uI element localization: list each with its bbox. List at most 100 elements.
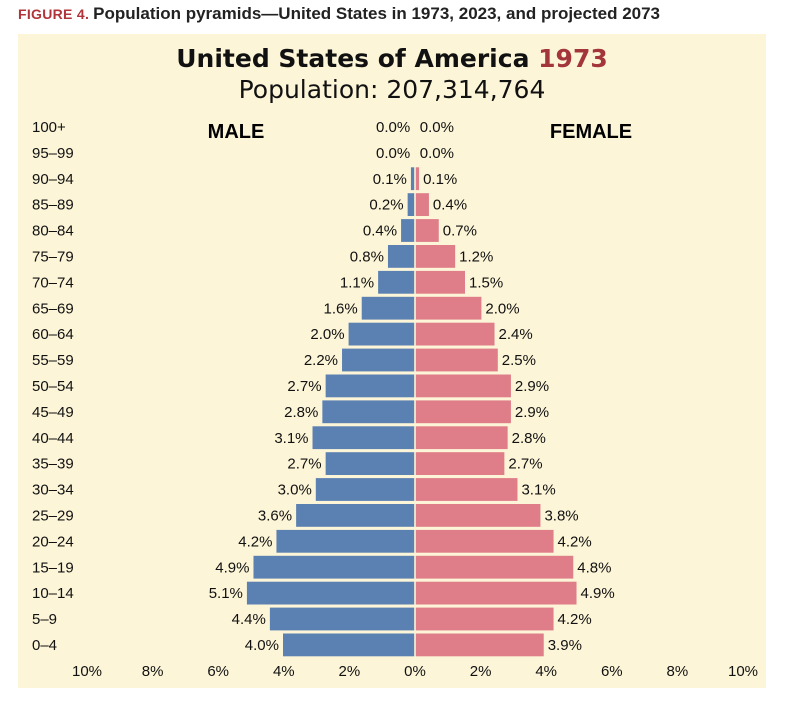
female-value-label: 0.7% <box>443 223 477 240</box>
x-tick-label: 6% <box>601 663 623 680</box>
x-tick-label: 10% <box>728 663 758 680</box>
male-bar <box>246 581 415 605</box>
female-value-label: 4.2% <box>558 533 592 550</box>
female-value-label: 2.5% <box>502 352 536 369</box>
female-bar <box>415 452 505 475</box>
female-bar <box>415 400 511 424</box>
female-value-label: 2.7% <box>508 456 542 473</box>
x-tick-label: 4% <box>273 663 295 680</box>
age-label: 5–9 <box>32 611 57 628</box>
male-value-label: 4.2% <box>238 533 272 550</box>
legend-male: MALE <box>208 121 265 143</box>
male-bar <box>410 167 415 191</box>
age-label: 100+ <box>32 119 66 136</box>
male-value-label: 2.2% <box>304 352 338 369</box>
age-label: 60–64 <box>32 326 74 343</box>
female-bar <box>415 245 456 268</box>
female-bar <box>415 504 541 527</box>
male-value-label: 0.2% <box>369 197 403 214</box>
male-bar <box>312 426 415 450</box>
female-value-label: 0.1% <box>423 171 457 188</box>
male-bar <box>322 400 415 424</box>
age-label: 90–94 <box>32 171 74 188</box>
female-value-label: 0.0% <box>420 145 454 162</box>
female-bar <box>415 607 554 631</box>
male-value-label: 0.4% <box>363 223 397 240</box>
female-bar <box>415 633 544 657</box>
figure-caption: FIGURE 4. Population pyramids—United Stat… <box>18 4 660 24</box>
age-label: 20–24 <box>32 533 74 550</box>
female-value-label: 2.8% <box>512 430 546 447</box>
female-value-label: 2.0% <box>485 300 519 317</box>
male-value-label: 2.8% <box>284 404 318 421</box>
age-label: 55–59 <box>32 352 74 369</box>
x-tick-label: 4% <box>535 663 557 680</box>
population-pyramid-chart: United States of America 1973 Population… <box>32 44 758 680</box>
chart-title-text: United States of America <box>176 44 529 73</box>
male-value-label: 4.4% <box>232 611 266 628</box>
female-value-label: 0.0% <box>420 119 454 136</box>
male-value-label: 0.1% <box>373 171 407 188</box>
female-value-label: 4.9% <box>581 585 615 602</box>
x-tick-label: 6% <box>207 663 229 680</box>
female-bar <box>415 478 518 501</box>
female-value-label: 3.9% <box>548 637 582 654</box>
female-bar <box>415 296 482 320</box>
male-bar <box>378 270 415 294</box>
male-value-label: 0.0% <box>376 119 410 136</box>
age-label: 85–89 <box>32 197 74 214</box>
male-value-label: 2.0% <box>310 326 344 343</box>
chart-title: United States of America 1973 <box>176 44 608 73</box>
age-label: 35–39 <box>32 456 74 473</box>
x-tick-label: 10% <box>72 663 102 680</box>
male-bar <box>253 555 415 579</box>
figure-caption-text: Population pyramids—United States in 197… <box>93 4 661 23</box>
male-bar <box>283 633 415 657</box>
female-value-label: 4.8% <box>577 559 611 576</box>
female-bar <box>415 374 511 398</box>
female-value-label: 4.2% <box>558 611 592 628</box>
male-value-label: 3.6% <box>258 507 292 524</box>
age-label: 70–74 <box>32 274 74 291</box>
age-label: 75–79 <box>32 248 74 265</box>
age-label: 50–54 <box>32 378 74 395</box>
age-label: 45–49 <box>32 404 74 421</box>
legend-female: FEMALE <box>550 121 632 143</box>
male-bar <box>342 348 415 372</box>
male-value-label: 4.9% <box>215 559 249 576</box>
female-bar <box>415 555 574 579</box>
age-label: 30–34 <box>32 482 74 499</box>
age-label: 80–84 <box>32 223 74 240</box>
male-value-label: 0.0% <box>376 145 410 162</box>
male-value-label: 2.7% <box>287 456 321 473</box>
male-bar <box>361 296 415 320</box>
male-bar <box>325 452 415 475</box>
female-bar <box>415 167 420 191</box>
age-label: 40–44 <box>32 430 74 447</box>
male-bar <box>296 504 415 527</box>
male-value-label: 1.1% <box>340 274 374 291</box>
age-label: 25–29 <box>32 507 74 524</box>
female-value-label: 3.8% <box>544 507 578 524</box>
female-bar <box>415 581 577 605</box>
female-value-label: 1.2% <box>459 248 493 265</box>
age-label: 15–19 <box>32 559 74 576</box>
x-tick-label: 8% <box>667 663 689 680</box>
male-bar <box>276 529 415 553</box>
male-bar <box>269 607 415 631</box>
female-value-label: 2.9% <box>515 404 549 421</box>
male-value-label: 0.8% <box>350 248 384 265</box>
x-tick-label: 2% <box>470 663 492 680</box>
female-value-label: 2.9% <box>515 378 549 395</box>
male-bar <box>348 322 415 346</box>
age-label: 95–99 <box>32 145 74 162</box>
female-bar <box>415 270 465 294</box>
female-bar <box>415 219 439 242</box>
male-bar <box>325 374 415 398</box>
x-tick-label: 0% <box>404 663 426 680</box>
male-value-label: 3.0% <box>278 482 312 499</box>
male-value-label: 1.6% <box>324 300 358 317</box>
female-value-label: 3.1% <box>521 482 555 499</box>
female-bar <box>415 426 508 450</box>
female-bar <box>415 193 429 216</box>
